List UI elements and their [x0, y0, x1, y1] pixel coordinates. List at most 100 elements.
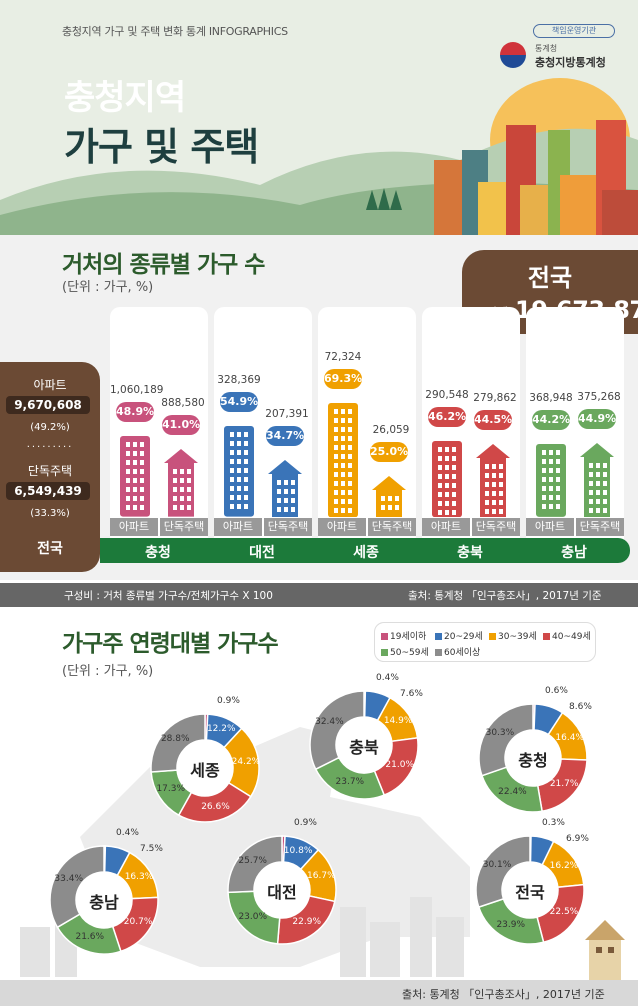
side-house-value: 6,549,439: [6, 482, 90, 500]
side-house-pct: (33.3%): [30, 508, 70, 519]
national-title: 전국: [527, 264, 573, 292]
buildings-illustration: [434, 120, 638, 235]
donut-value-label: 7.6%: [400, 689, 423, 699]
apt-pct-badge: 48.9%: [116, 402, 154, 423]
donut-hole: [177, 740, 233, 796]
hills-illustration: [0, 78, 638, 235]
house-value: 207,391: [265, 407, 309, 420]
legend-label: 60세이상: [444, 648, 481, 658]
legend-item: 30~39세: [489, 629, 537, 642]
donut-hole: [502, 862, 558, 918]
donut-hole: [254, 862, 310, 918]
house-bar: [476, 443, 510, 517]
legend-item: 40~49세: [543, 629, 591, 642]
note-formula: 구성비 : 거처 종류별 가구수/전체가구수 X 100: [64, 590, 273, 602]
house-icon: [585, 920, 625, 980]
agency-logo: [500, 42, 526, 68]
apt-pct-badge: 54.9%: [220, 392, 258, 413]
donut-value-label: 0.4%: [116, 828, 139, 838]
donut-value-label: 8.6%: [569, 702, 592, 712]
legend-label: 40~49세: [552, 632, 591, 642]
donut-value-label: 30.1%: [482, 860, 512, 871]
donut-value-label: 32.4%: [315, 717, 344, 728]
legend-item: 50~59세: [381, 645, 429, 658]
apt-value: 328,369: [217, 374, 261, 387]
donut-value-label: 0.3%: [542, 818, 565, 828]
bottom-source-note: 출처: 통계청 「인구총조사」, 2017년 기준: [402, 988, 605, 1001]
side-divider: ·········: [26, 442, 74, 453]
donut-value-label: 22.4%: [498, 787, 527, 798]
donut-value-label: 16.4%: [555, 733, 584, 744]
legend-item: 20~29세: [435, 629, 483, 642]
apt-value: 368,948: [529, 392, 573, 405]
region-name: 충남: [561, 545, 587, 561]
apt-value: 290,548: [425, 388, 469, 401]
donut-value-label: 6.9%: [566, 834, 589, 844]
legend-item: 19세이하: [381, 629, 426, 642]
section2-unit: (단위 : 가구, %): [62, 664, 154, 679]
donut-value-label: 30.3%: [485, 728, 515, 739]
region-bar: [100, 538, 630, 563]
donut-center-label: 세종: [190, 761, 220, 780]
house-pct-badge: 44.5%: [474, 409, 512, 430]
legend-label: 30~39세: [498, 632, 537, 642]
donut-value-label: 22.5%: [549, 907, 579, 918]
legend-label: 20~29세: [444, 632, 483, 642]
agency-badge: 책임운영기관: [533, 24, 615, 38]
side-apt-label: 아파트: [33, 378, 67, 392]
donut-value-label: 25.7%: [238, 855, 267, 866]
house-pct-badge: 34.7%: [266, 425, 304, 446]
donut-3: [49, 845, 159, 955]
donut-slice: [475, 835, 531, 909]
house-pct-badge: 44.9%: [578, 408, 616, 429]
donut-value-label: 12.2%: [206, 724, 236, 735]
apt-sub-label: 아파트: [318, 518, 366, 536]
apt-sub-label: 아파트: [422, 518, 470, 536]
donut-center-label: 충남: [89, 893, 119, 912]
donut-value-label: 0.4%: [376, 673, 399, 683]
donut-value-label: 16.7%: [307, 871, 336, 882]
donut-value-label: 20.7%: [123, 917, 153, 928]
apt-sub-label: 아파트: [526, 518, 574, 536]
donut-value-label: 0.6%: [545, 686, 568, 696]
donut-value-label: 10.8%: [283, 846, 313, 857]
section1-title: 거처의 종류별 가구 수: [62, 252, 265, 278]
donut-value-label: 33.4%: [54, 873, 84, 884]
side-apt-value: 9,670,608: [6, 396, 90, 414]
house-sub-label: 단독주택: [472, 518, 520, 536]
apt-bar: [432, 440, 462, 517]
donut-value-label: 23.7%: [335, 777, 365, 788]
page-title-line1: 충청지역: [64, 78, 186, 118]
donut-5: [475, 835, 585, 945]
donut-hole: [76, 872, 132, 928]
house-sub-label: 단독주택: [368, 518, 416, 536]
donut-value-label: 17.3%: [156, 784, 186, 795]
donut-value-label: 26.6%: [201, 801, 230, 812]
apt-value: 72,324: [324, 350, 362, 363]
apt-sub-label: 아파트: [110, 518, 158, 536]
house-bar: [372, 475, 406, 517]
apt-bar: [536, 444, 566, 517]
donut-value-label: 28.8%: [160, 734, 190, 745]
bottom-bar: [0, 980, 638, 1006]
house-value: 375,268: [577, 390, 621, 403]
house-pct-badge: 25.0%: [370, 441, 408, 462]
apt-pct-badge: 69.3%: [324, 368, 362, 389]
house-bar: [580, 442, 614, 517]
region-name: 충북: [457, 545, 483, 561]
donut-center-label: 충북: [349, 738, 379, 757]
donut-center-label: 충청: [518, 751, 548, 770]
donut-1: [309, 690, 419, 800]
house-sub-label: 단독주택: [160, 518, 208, 536]
apt-value: 1,060,189: [110, 384, 164, 397]
house-value: 888,580: [161, 397, 205, 410]
house-sub-label: 단독주택: [576, 518, 624, 536]
donut-hole: [336, 717, 392, 773]
house-value: 279,862: [473, 391, 517, 404]
legend-label: 19세이하: [390, 632, 427, 642]
apt-bar: [328, 402, 358, 517]
apt-sub-label: 아파트: [214, 518, 262, 536]
donut-slice: [478, 703, 534, 777]
donut-2: [478, 703, 588, 813]
section2-title: 가구주 연령대별 가구수: [62, 631, 279, 657]
